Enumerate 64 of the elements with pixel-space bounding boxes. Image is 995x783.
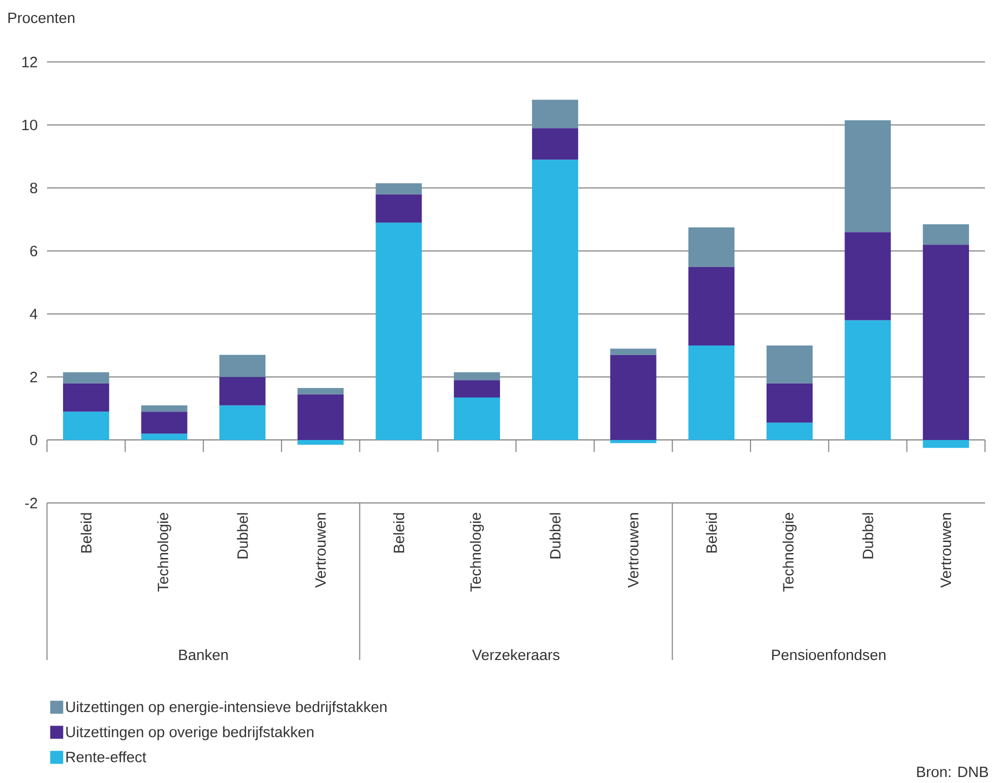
bar <box>454 380 500 398</box>
y-tick-label: 2 <box>30 372 38 382</box>
bar <box>454 372 500 380</box>
x-tick-label: Dubbel <box>862 513 874 558</box>
bar <box>63 383 110 412</box>
bar <box>219 405 266 440</box>
x-tick-label: Beleid <box>706 513 717 553</box>
bar <box>454 397 500 440</box>
x-tick-label: Vertrouwen <box>315 513 326 588</box>
bar <box>376 222 422 440</box>
legend-label: Uitzettingen op energie-intensieve bedrijfstakken <box>66 701 386 716</box>
y-tick-label: 10 <box>22 120 38 130</box>
x-tick-label: Dubbel <box>550 513 561 558</box>
x-tick-label: Beleid <box>393 513 404 553</box>
bar <box>376 194 422 223</box>
bar <box>844 232 891 320</box>
bar <box>532 160 578 440</box>
bar <box>844 120 891 232</box>
text: Pensioenfondsen <box>772 649 886 660</box>
bar <box>63 372 110 384</box>
text: Verzekeraars <box>472 649 560 660</box>
y-axis-title: Procenten <box>8 12 74 24</box>
bar <box>532 128 578 160</box>
bar <box>688 345 734 440</box>
bar <box>141 434 188 440</box>
bar <box>141 405 188 412</box>
bar <box>298 394 344 440</box>
y-tick-label: -2 <box>25 498 38 508</box>
bar <box>376 183 422 194</box>
x-tick-label: Technologie <box>782 512 797 592</box>
bar <box>298 388 344 394</box>
bar <box>844 320 891 440</box>
bar <box>610 440 656 444</box>
y-tick-label: 0 <box>30 434 38 446</box>
bar <box>922 440 969 448</box>
bar <box>922 224 969 245</box>
bar <box>219 354 266 377</box>
legend-label: Uitzettingen op overige bedrijfstakken <box>66 726 314 740</box>
bar <box>610 354 656 440</box>
text: Banken <box>179 649 228 660</box>
bar <box>219 376 266 406</box>
bar <box>610 348 656 355</box>
x-tick-label: Technologie <box>157 512 172 592</box>
x-tick-label: Beleid <box>80 513 92 553</box>
bar <box>688 227 734 267</box>
bar <box>688 266 734 346</box>
y-tick-label: 6 <box>30 246 38 256</box>
bar <box>141 412 188 434</box>
y-tick-label: 12 <box>22 56 38 68</box>
bar <box>532 100 578 128</box>
bar <box>298 440 344 445</box>
bar <box>922 244 969 440</box>
y-tick-label: 8 <box>30 182 38 194</box>
x-tick-label: Vertrouwen <box>940 513 952 588</box>
x-tick-label: Dubbel <box>236 513 248 558</box>
y-tick-label: 4 <box>30 308 38 320</box>
bar <box>766 422 813 440</box>
x-tick-label: Technologie <box>470 512 484 592</box>
text: Bron: DNB <box>917 766 988 778</box>
legend-label: Rente-effect <box>66 751 146 762</box>
x-tick-label: Vertrouwen <box>628 513 638 588</box>
bar <box>766 383 813 423</box>
bar <box>766 345 813 384</box>
bar <box>63 412 110 440</box>
